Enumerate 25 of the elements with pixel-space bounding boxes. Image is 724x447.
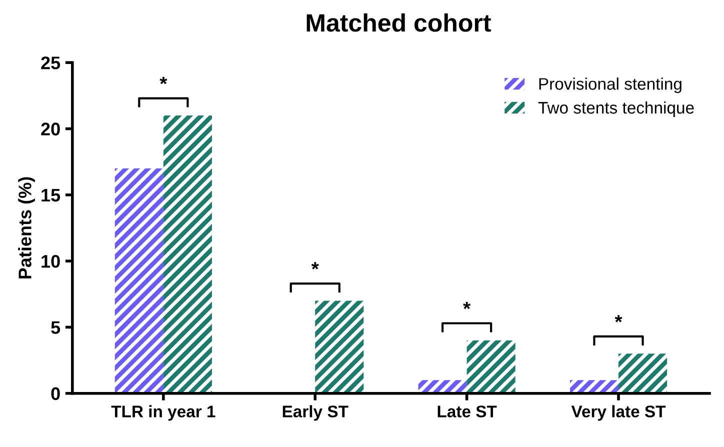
annotation: * <box>160 76 168 84</box>
x-tick-label: TLR in year 1 <box>111 405 216 421</box>
y-tick-label: 25 <box>41 56 60 70</box>
bar <box>315 300 364 394</box>
bar <box>570 380 619 394</box>
x-tick-label: Late ST <box>438 406 497 418</box>
annotation: * <box>463 302 471 310</box>
bar <box>114 168 164 394</box>
y-tick-label: 0 <box>51 387 60 400</box>
y-axis-title: Patients (%) <box>18 177 35 278</box>
bar <box>618 354 668 394</box>
annotation: * <box>614 315 622 322</box>
y-tick-label: 20 <box>41 122 60 136</box>
x-tick-label: Very late ST <box>571 405 666 421</box>
legend-label: Two stents technique <box>538 101 694 117</box>
bar <box>418 380 467 394</box>
annotation: * <box>311 262 319 270</box>
legend-label: Provisional stenting <box>539 78 682 94</box>
bar <box>466 340 516 394</box>
y-tick-label: 15 <box>42 189 60 202</box>
x-tick-label: Early ST <box>282 405 348 421</box>
y-tick-label: 5 <box>51 321 60 334</box>
bar <box>163 116 212 394</box>
y-tick-label: 10 <box>42 254 60 268</box>
chart-title: Matched cohort <box>306 13 491 32</box>
